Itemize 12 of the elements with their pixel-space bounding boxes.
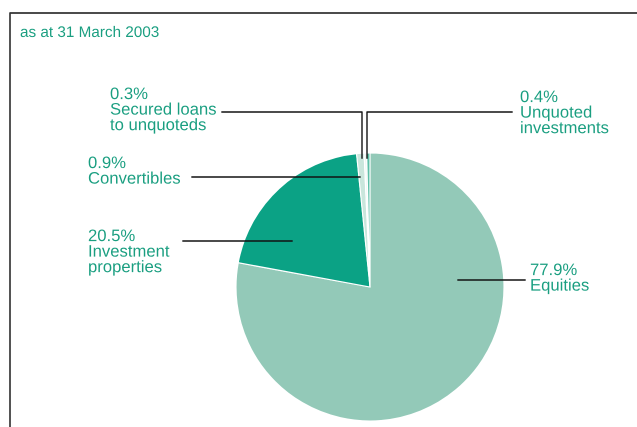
data-label: 0.9% <box>88 156 126 168</box>
slice-label: Convertibles <box>88 172 180 184</box>
slice-label: Unquoted investments <box>521 106 608 134</box>
data-label: 0.3% <box>110 87 148 100</box>
chart-title: as at 31 March 2003 <box>20 26 159 38</box>
slice-label: Investment properties <box>89 245 170 276</box>
pie-slice <box>235 152 505 422</box>
data-label: 0.4% <box>520 90 558 102</box>
data-label: 77.9% <box>530 263 577 276</box>
slice-label: Equities <box>531 278 589 294</box>
data-label: 20.5% <box>88 229 135 242</box>
slice-label: Secured loans to unquoteds <box>110 102 216 134</box>
